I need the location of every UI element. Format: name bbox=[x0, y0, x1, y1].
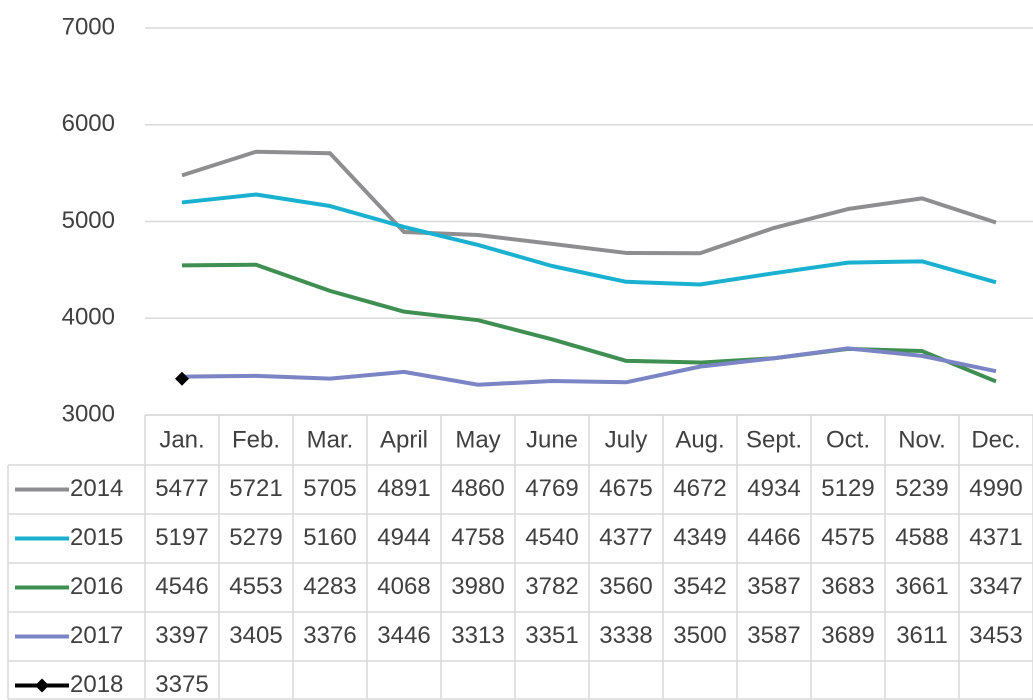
table-value: 3397 bbox=[155, 622, 208, 649]
table-value: 3782 bbox=[525, 573, 578, 600]
table-value: 5477 bbox=[155, 475, 208, 502]
table-value: 3661 bbox=[895, 573, 948, 600]
legend-label: 2016 bbox=[70, 573, 123, 600]
table-value: 4588 bbox=[895, 524, 948, 551]
table-value: 4769 bbox=[525, 475, 578, 502]
table-value: 4860 bbox=[451, 475, 504, 502]
x-tick-label: April bbox=[380, 426, 428, 453]
y-tick-label: 6000 bbox=[62, 110, 115, 137]
table-value: 4891 bbox=[377, 475, 430, 502]
table-value: 4546 bbox=[155, 573, 208, 600]
table-value: 3587 bbox=[747, 622, 800, 649]
table-value: 3980 bbox=[451, 573, 504, 600]
legend-label: 2014 bbox=[70, 475, 123, 502]
table-value: 5160 bbox=[303, 524, 356, 551]
table-value: 4349 bbox=[673, 524, 726, 551]
y-tick-label: 5000 bbox=[62, 207, 115, 234]
x-tick-label: Feb. bbox=[232, 426, 280, 453]
table-value: 3338 bbox=[599, 622, 652, 649]
table-value: 5129 bbox=[821, 475, 874, 502]
x-tick-label: July bbox=[605, 426, 648, 453]
x-tick-label: May bbox=[455, 426, 500, 453]
table-value: 4540 bbox=[525, 524, 578, 551]
marker bbox=[35, 678, 49, 693]
table-value: 3587 bbox=[747, 573, 800, 600]
table-value: 4377 bbox=[599, 524, 652, 551]
table-value: 5239 bbox=[895, 475, 948, 502]
y-tick-label: 4000 bbox=[62, 304, 115, 331]
table-value: 3683 bbox=[821, 573, 874, 600]
table-value: 3453 bbox=[969, 622, 1022, 649]
y-tick-label: 7000 bbox=[62, 13, 115, 40]
x-tick-label: Mar. bbox=[307, 426, 354, 453]
line bbox=[181, 262, 997, 384]
table-value: 4553 bbox=[229, 573, 282, 600]
table-value: 5197 bbox=[155, 524, 208, 551]
table-value: 3376 bbox=[303, 622, 356, 649]
line bbox=[181, 192, 997, 287]
table-value: 5279 bbox=[229, 524, 282, 551]
table-value: 3446 bbox=[377, 622, 430, 649]
x-tick-label: Dec. bbox=[971, 426, 1020, 453]
x-tick-label: Nov. bbox=[898, 426, 946, 453]
table-value: 4466 bbox=[747, 524, 800, 551]
table-value: 4944 bbox=[377, 524, 430, 551]
table-value: 4675 bbox=[599, 475, 652, 502]
marker bbox=[175, 371, 189, 386]
legend-label: 2018 bbox=[70, 671, 123, 698]
table-value: 3611 bbox=[896, 622, 948, 649]
y-tick-label: 3000 bbox=[62, 400, 115, 427]
table-value: 5721 bbox=[229, 475, 282, 502]
table-value: 4371 bbox=[969, 524, 1022, 551]
table-value: 5705 bbox=[303, 475, 356, 502]
table-value: 4283 bbox=[303, 573, 356, 600]
table-value: 4934 bbox=[747, 475, 800, 502]
table-value: 3542 bbox=[673, 573, 726, 600]
table-value: 3689 bbox=[821, 622, 874, 649]
table-value: 3375 bbox=[155, 671, 208, 698]
table-value: 3500 bbox=[673, 622, 726, 649]
table-value: 4672 bbox=[673, 475, 726, 502]
x-tick-label: Oct. bbox=[826, 426, 870, 453]
table-value: 4758 bbox=[451, 524, 504, 551]
table-value: 3351 bbox=[525, 622, 578, 649]
x-tick-label: Aug. bbox=[675, 426, 724, 453]
table-value: 3405 bbox=[229, 622, 282, 649]
x-tick-label: Sept. bbox=[746, 426, 802, 453]
table-value: 4068 bbox=[377, 573, 430, 600]
x-tick-label: June bbox=[526, 426, 578, 453]
legend-label: 2015 bbox=[70, 524, 123, 551]
line bbox=[181, 149, 997, 256]
table-value: 4575 bbox=[821, 524, 874, 551]
table-value: 4990 bbox=[969, 475, 1022, 502]
legend-label: 2017 bbox=[70, 622, 123, 649]
table-value: 3560 bbox=[599, 573, 652, 600]
line bbox=[181, 346, 997, 387]
table-value: 3347 bbox=[969, 573, 1022, 600]
table-value: 3313 bbox=[451, 622, 504, 649]
x-tick-label: Jan. bbox=[159, 426, 204, 453]
